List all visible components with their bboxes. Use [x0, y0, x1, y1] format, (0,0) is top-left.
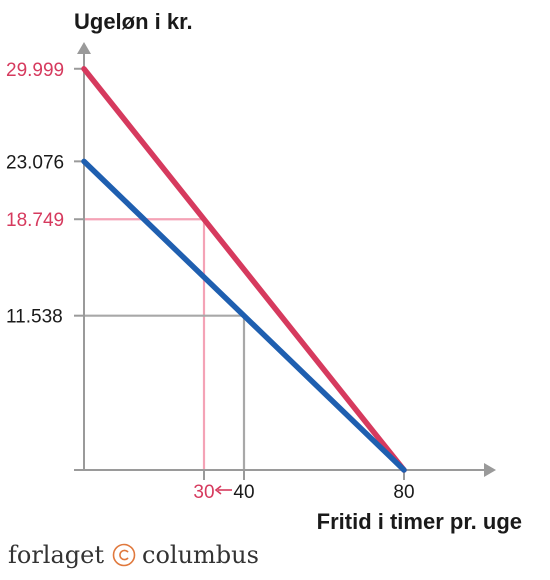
- series-line-0: [81, 66, 407, 473]
- annotation-arrow-head-0: [214, 485, 222, 495]
- y-tick-label-1: 23.076: [6, 152, 64, 173]
- publisher-logo: forlaget columbus: [8, 538, 259, 572]
- y-axis-title: Ugeløn i kr.: [74, 9, 193, 34]
- copyright-circle-icon: [112, 543, 136, 567]
- y-tick-label-2: 18.749: [6, 210, 64, 231]
- x-tick-label-0: 30: [193, 482, 214, 503]
- tick-labels: 29.999 23.076 18.749 11.538 30 40 80: [6, 60, 415, 503]
- x-tick-label-2: 80: [393, 482, 414, 503]
- publisher-name-right: columbus: [142, 541, 259, 569]
- y-tick-label-0: 29.999: [6, 60, 64, 81]
- x-tick-label-1: 40: [233, 482, 254, 503]
- x-axis-title: Fritid i timer pr. uge: [317, 509, 522, 534]
- y-axis-arrowhead: [77, 42, 91, 54]
- x-axis-arrowhead: [484, 463, 496, 477]
- axes: [74, 42, 496, 480]
- series-lines: [81, 66, 407, 473]
- series-line-1: [81, 158, 407, 473]
- annotations: [214, 485, 232, 495]
- publisher-name-left: forlaget: [8, 541, 104, 569]
- y-tick-label-3: 11.538: [6, 307, 63, 328]
- guide-lines: [84, 218, 246, 470]
